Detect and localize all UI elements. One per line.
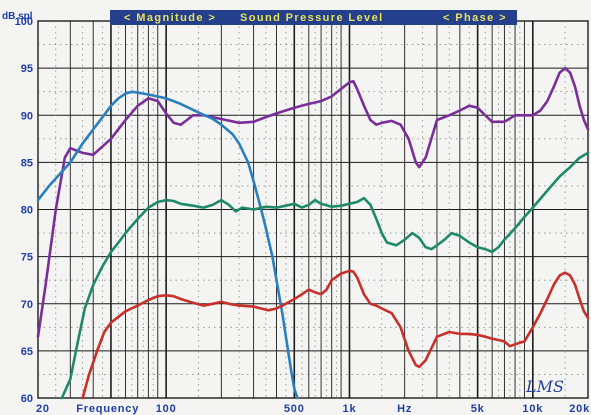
y-tick-label: 70 (21, 299, 33, 311)
x-tick-label: 500 (284, 403, 305, 415)
x-tick-label: 20 (36, 403, 50, 415)
series-line-4 (81, 269, 590, 400)
y-tick-labels: 100 95 90 85 80 75 70 65 60 (15, 16, 33, 405)
series-line-2 (36, 90, 299, 400)
x-tick-label: 10k (522, 403, 543, 415)
y-tick-label: 85 (21, 157, 33, 169)
title-banner: < Magnitude > Sound Pressure Level < Pha… (110, 10, 517, 25)
banner-title: Sound Pressure Level (240, 12, 384, 24)
banner-magnitude: < Magnitude > (124, 12, 216, 24)
banner-phase: < Phase > (443, 12, 507, 24)
y-axis-unit: dB spl (2, 11, 33, 22)
y-tick-label: 75 (21, 252, 33, 264)
title-banner-bg (110, 10, 517, 25)
x-tick-label: Hz (397, 403, 412, 415)
y-tick-label: 65 (21, 346, 33, 358)
x-tick-labels: 20 Frequency 100 500 1k Hz 5k 10k 20k (36, 403, 590, 415)
x-tick-label: 5k (471, 403, 485, 415)
y-tick-label: 95 (21, 63, 33, 75)
x-tick-label: 20k (569, 403, 590, 415)
x-tick-label: Frequency (76, 403, 139, 415)
series-line-1 (36, 66, 590, 339)
x-tick-label: 100 (156, 403, 177, 415)
signature-logo: LMS (525, 377, 564, 396)
series-group (36, 66, 590, 400)
series-line-3 (60, 151, 590, 400)
y-tick-label: 90 (21, 110, 33, 122)
y-tick-label: 60 (21, 393, 33, 405)
y-tick-label: 80 (21, 205, 33, 217)
x-tick-label: 1k (343, 403, 357, 415)
y-tick-label: 100 (15, 16, 33, 28)
